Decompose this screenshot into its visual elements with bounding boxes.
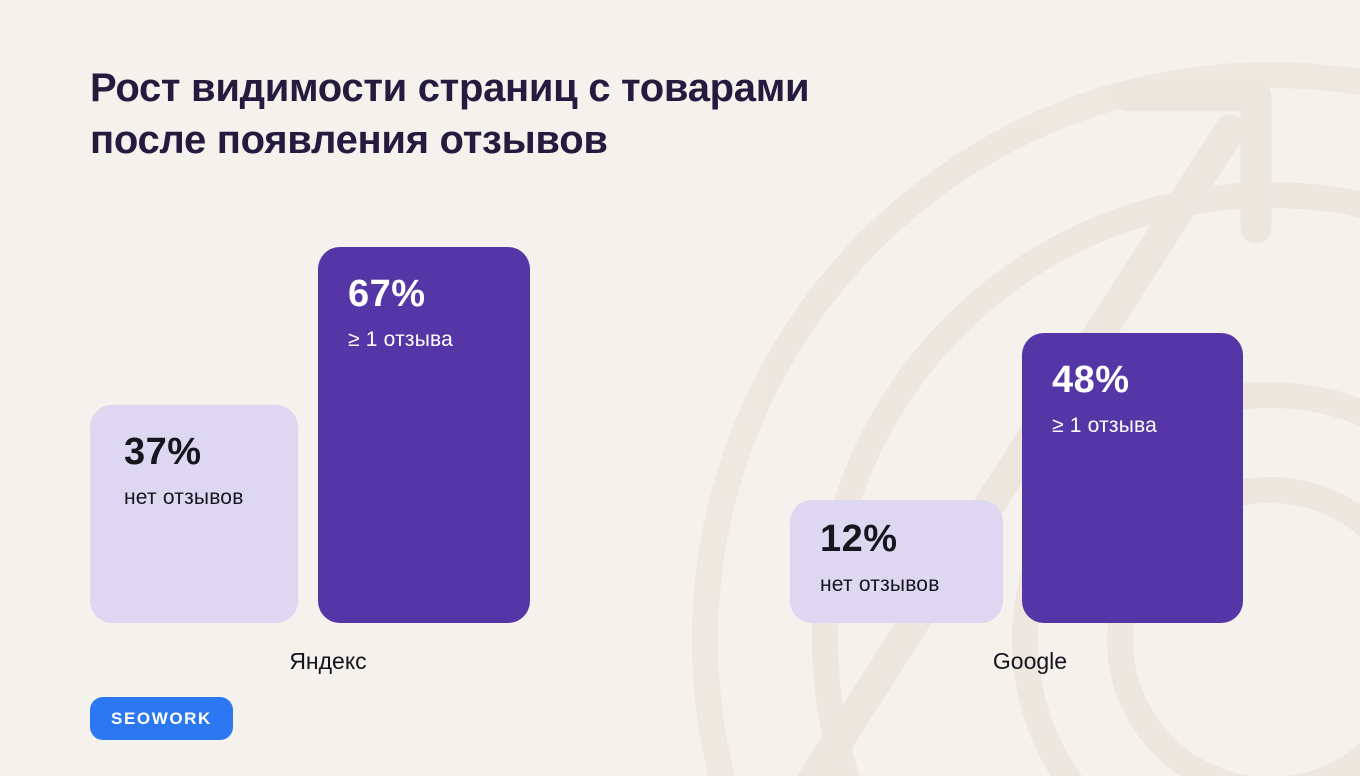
seowork-logo-badge: SEOWORK: [90, 697, 233, 740]
page-title-line2: после появления отзывов: [90, 118, 608, 162]
bar-value: 48%: [1052, 359, 1130, 401]
bar-google-no-reviews: 12% нет отзывов: [790, 500, 1003, 623]
bar-label: ≥ 1 отзыва: [1052, 414, 1158, 437]
category-label-google: Google: [992, 648, 1068, 674]
bar-google-with-reviews: 48% ≥ 1 отзыва: [1022, 333, 1243, 623]
bar-value: 37%: [124, 431, 202, 473]
bar-yandex-with-reviews: 67% ≥ 1 отзыва: [318, 247, 530, 623]
page-title: Рост видимости страниц с товарами после …: [90, 62, 990, 166]
bar-label: нет отзывов: [820, 573, 940, 596]
bar-value: 12%: [820, 518, 898, 560]
bar-yandex-no-reviews: 37% нет отзывов: [90, 405, 298, 623]
page-title-line1: Рост видимости страниц с товарами: [90, 66, 810, 110]
bar-value: 67%: [348, 273, 426, 315]
bar-label: ≥ 1 отзыва: [348, 328, 454, 351]
bar-label: нет отзывов: [124, 486, 244, 509]
category-label-yandex: Яндекс: [289, 648, 367, 674]
